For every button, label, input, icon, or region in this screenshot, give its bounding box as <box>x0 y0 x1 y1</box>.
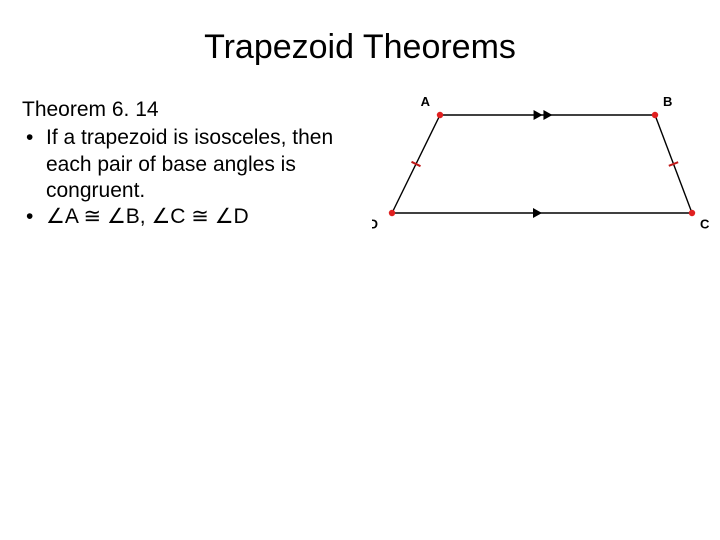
page-title: Trapezoid Theorems <box>0 0 720 67</box>
theorem-label: Theorem 6. 14 <box>22 97 352 123</box>
content-area: Theorem 6. 14 • If a trapezoid is isosce… <box>0 67 720 230</box>
trapezoid-diagram: A B C D <box>372 93 712 248</box>
svg-text:B: B <box>663 94 672 109</box>
svg-text:A: A <box>421 94 431 109</box>
trapezoid-svg: A B C D <box>372 93 712 243</box>
text-column: Theorem 6. 14 • If a trapezoid is isosce… <box>22 97 352 230</box>
bullet-text: If a trapezoid is isosceles, then each p… <box>46 125 352 204</box>
bullet-marker: • <box>22 204 46 230</box>
svg-text:D: D <box>372 217 378 232</box>
bullet-marker: • <box>22 125 46 204</box>
bullet-item: • If a trapezoid is isosceles, then each… <box>22 125 352 204</box>
bullet-item: • ∠A ≅ ∠B, ∠C ≅ ∠D <box>22 204 352 230</box>
diagram-column: ABCD <box>352 97 698 230</box>
bullet-text: ∠A ≅ ∠B, ∠C ≅ ∠D <box>46 204 352 230</box>
svg-text:C: C <box>700 217 710 232</box>
